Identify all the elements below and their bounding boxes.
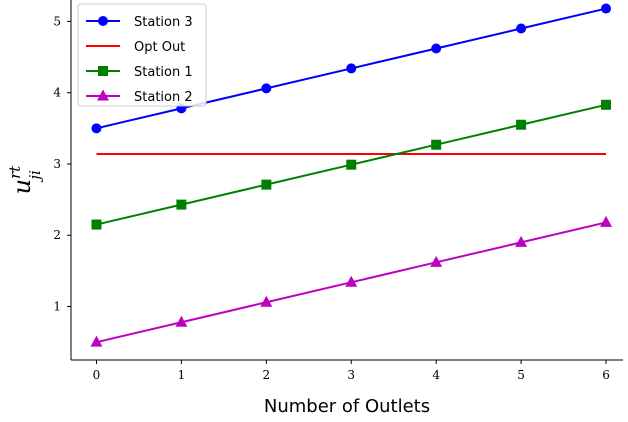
data-point-0-2: [261, 83, 272, 94]
y-tick-label-2: 3: [53, 157, 61, 171]
x-tick-label-3: 3: [347, 368, 355, 382]
legend-marker-2: [98, 66, 108, 76]
y-tick-label-0: 1: [53, 300, 61, 314]
legend-box: [77, 3, 207, 107]
legend-label-2: Station 1: [134, 65, 193, 80]
legend: Station 3 Opt Out Station 1 Station 2: [77, 3, 207, 107]
legend-marker-0: [98, 16, 108, 26]
data-point-2-1: [176, 199, 187, 210]
data-point-2-2: [261, 179, 272, 190]
data-point-3-4: [430, 255, 443, 267]
x-tick-label-0: 0: [93, 368, 101, 382]
y-tick-label-3: 4: [53, 86, 61, 100]
legend-label-1: Opt Out: [134, 40, 185, 55]
data-point-0-0: [91, 123, 102, 134]
series-station-3: [91, 3, 612, 134]
x-tick-label-2: 2: [263, 368, 271, 382]
data-point-0-3: [346, 63, 357, 74]
legend-marker-3: [97, 89, 109, 101]
x-tick-label-5: 5: [517, 368, 525, 382]
series-station-2: [90, 215, 613, 347]
data-point-0-4: [431, 43, 442, 54]
y-axis-label-sub: ji: [26, 170, 44, 183]
data-point-0-5: [516, 23, 527, 34]
legend-label-0: Station 3: [134, 15, 193, 30]
y-axis-label: urt ji: [6, 165, 44, 195]
data-point-2-0: [91, 219, 102, 230]
y-tick-label-4: 5: [53, 14, 61, 28]
data-point-2-3: [346, 159, 357, 170]
data-point-2-5: [516, 119, 527, 130]
data-point-3-1: [175, 315, 188, 327]
plot-series: [90, 3, 613, 347]
data-point-0-6: [601, 3, 612, 14]
x-tick-label-6: 6: [602, 368, 610, 382]
data-point-3-6: [600, 215, 613, 227]
y-axis-label-base: u: [8, 179, 36, 194]
y-tick-label-1: 2: [53, 228, 61, 242]
data-point-2-6: [601, 99, 612, 110]
axes: [70, 0, 623, 361]
legend-label-3: Station 2: [134, 90, 193, 105]
data-point-3-2: [260, 295, 273, 307]
series-station-1: [91, 99, 612, 230]
x-axis-label: Number of Outlets: [264, 396, 430, 417]
x-tick-label-1: 1: [178, 368, 186, 382]
y-axis-label-sup: rt: [6, 165, 24, 179]
x-ticks: 0 1 2 3 4 5 6: [93, 360, 610, 382]
x-tick-label-4: 4: [432, 368, 440, 382]
data-point-3-3: [345, 275, 358, 287]
data-point-3-0: [90, 335, 103, 347]
y-ticks: 1 2 3 4 5: [53, 14, 71, 314]
data-point-3-5: [515, 235, 528, 247]
data-point-2-4: [431, 139, 442, 150]
